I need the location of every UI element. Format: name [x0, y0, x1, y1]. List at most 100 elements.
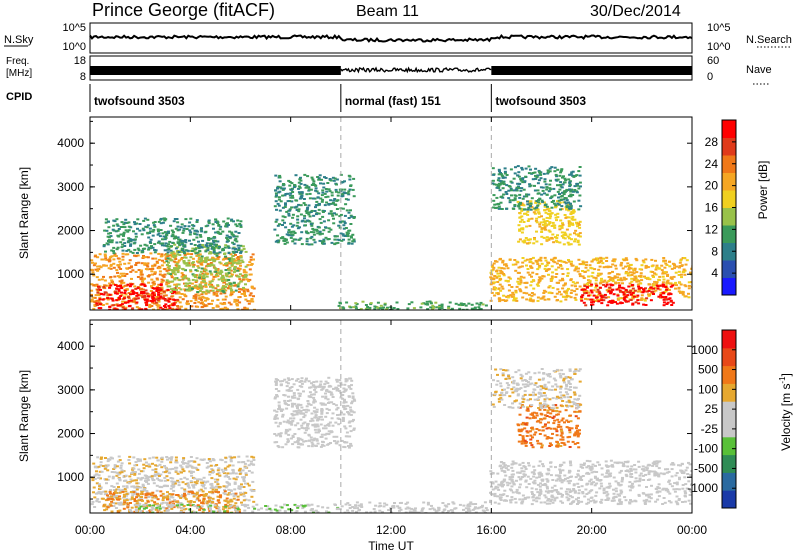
heatmap-cell	[559, 183, 562, 186]
heatmap-cell	[176, 225, 180, 228]
heatmap-cell	[214, 485, 218, 488]
heatmap-cell	[190, 305, 194, 308]
heatmap-cell	[562, 260, 566, 263]
heatmap-cell	[218, 261, 222, 264]
heatmap-cell	[641, 259, 645, 262]
heatmap-cell	[612, 258, 616, 261]
heatmap-cell	[233, 235, 237, 238]
heatmap-cell	[547, 291, 551, 294]
heatmap-cell	[525, 193, 528, 196]
heatmap-cell	[300, 196, 304, 199]
heatmap-cell	[281, 194, 285, 197]
heatmap-cell	[247, 280, 251, 283]
heatmap-cell	[611, 277, 615, 280]
heatmap-cell	[502, 273, 506, 275]
heatmap-cell	[109, 492, 112, 495]
heatmap-cell	[568, 185, 572, 188]
heatmap-cell	[335, 208, 339, 210]
heatmap-cell	[558, 174, 562, 177]
heatmap-cell	[660, 269, 664, 272]
heatmap-cell	[284, 226, 288, 229]
heatmap-cell	[657, 278, 661, 281]
heatmap-cell	[501, 196, 505, 199]
heatmap-cell	[127, 229, 131, 232]
heatmap-cell	[174, 227, 178, 230]
heatmap-cell	[169, 280, 173, 283]
heatmap-cell	[232, 497, 236, 500]
heatmap-cell	[105, 478, 109, 481]
heatmap-cell	[514, 291, 518, 294]
heatmap-cell	[537, 179, 541, 182]
heatmap-cell	[281, 380, 285, 383]
heatmap-cell	[154, 496, 158, 499]
heatmap-cell	[290, 386, 294, 388]
heatmap-cell	[223, 246, 227, 249]
heatmap-cell	[199, 507, 203, 510]
heatmap-cell	[604, 296, 608, 299]
heatmap-cell	[218, 496, 222, 498]
heatmap-cell	[498, 283, 502, 286]
heatmap-cell	[142, 463, 146, 466]
heatmap-cell	[105, 482, 108, 485]
heatmap-cell	[178, 301, 182, 304]
heatmap-cell	[505, 207, 509, 210]
heatmap-cell	[522, 221, 526, 223]
heatmap-cell	[229, 499, 233, 502]
heatmap-cell	[238, 487, 242, 490]
heatmap-cell	[595, 295, 599, 297]
heatmap-cell	[193, 285, 197, 288]
heatmap-cell	[505, 299, 509, 302]
heatmap-cell	[134, 506, 138, 508]
heatmap-cell	[507, 284, 511, 287]
heatmap-cell	[539, 221, 543, 224]
heatmap-cell	[519, 275, 523, 278]
heatmap-cell	[237, 249, 241, 251]
heatmap-cell	[134, 287, 138, 290]
heatmap-cell	[595, 290, 599, 293]
heatmap-cell	[489, 276, 493, 279]
heatmap-cell	[192, 263, 196, 266]
heatmap-cell	[195, 498, 199, 501]
heatmap-cell	[583, 270, 587, 273]
heatmap-cell	[183, 253, 187, 256]
heatmap-cell	[599, 294, 603, 297]
heatmap-cell	[226, 472, 230, 475]
heatmap-cell	[560, 267, 564, 270]
heatmap-cell	[118, 280, 122, 283]
heatmap-cell	[244, 265, 248, 268]
heatmap-cell	[620, 261, 624, 264]
heatmap-cell	[568, 173, 572, 176]
heatmap-cell	[163, 231, 167, 234]
heatmap-cell	[331, 202, 335, 204]
heatmap-cell	[578, 166, 582, 168]
heatmap-cell	[128, 509, 132, 511]
heatmap-cell	[530, 280, 534, 283]
heatmap-cell	[207, 500, 211, 503]
heatmap-cell	[191, 466, 195, 469]
heatmap-cell	[188, 464, 192, 467]
heatmap-cell	[248, 273, 252, 276]
heatmap-cell	[245, 278, 249, 281]
heatmap-cell	[111, 502, 115, 504]
heatmap-cell	[638, 268, 642, 271]
heatmap-cell	[243, 293, 246, 296]
heatmap-cell	[185, 465, 189, 468]
heatmap-cell	[566, 274, 570, 277]
heatmap-cell	[434, 301, 438, 304]
heatmap-cell	[151, 292, 155, 295]
heatmap-cell	[161, 501, 165, 504]
heatmap-cell	[133, 504, 137, 507]
heatmap-cell	[553, 256, 557, 259]
heatmap-cell	[550, 201, 554, 203]
heatmap-cell	[110, 297, 114, 300]
heatmap-cell	[305, 209, 309, 212]
heatmap-cell	[169, 259, 173, 262]
heatmap-cell	[150, 245, 153, 248]
heatmap-cell	[608, 286, 612, 289]
heatmap-cell	[502, 294, 506, 297]
heatmap-cell	[586, 298, 590, 301]
heatmap-cell	[567, 225, 571, 228]
heatmap-cell	[229, 283, 233, 286]
heatmap-cell	[190, 282, 194, 285]
heatmap-cell	[96, 268, 100, 271]
